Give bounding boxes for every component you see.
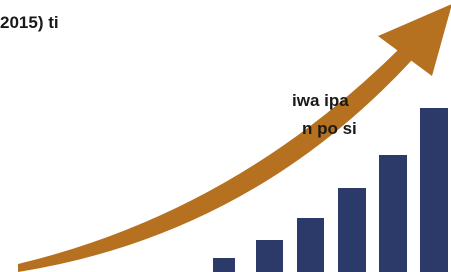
text-line: 2015) ti [0, 14, 59, 31]
bar-icon [379, 155, 407, 272]
bar-icon [256, 240, 283, 272]
growth-illustration [0, 0, 451, 272]
bar-icon [213, 258, 235, 272]
text-line: iwa ipa [292, 92, 349, 109]
screenshot: 2015) ti iwa ipa n po si [0, 0, 451, 272]
text-line: n po si [302, 120, 357, 137]
page: {"text_lines": ["2015) ti", "iwa ipa", "… [0, 0, 451, 272]
bar-icon [420, 108, 448, 272]
bar-icon [338, 188, 366, 272]
bar-icon [297, 218, 324, 272]
